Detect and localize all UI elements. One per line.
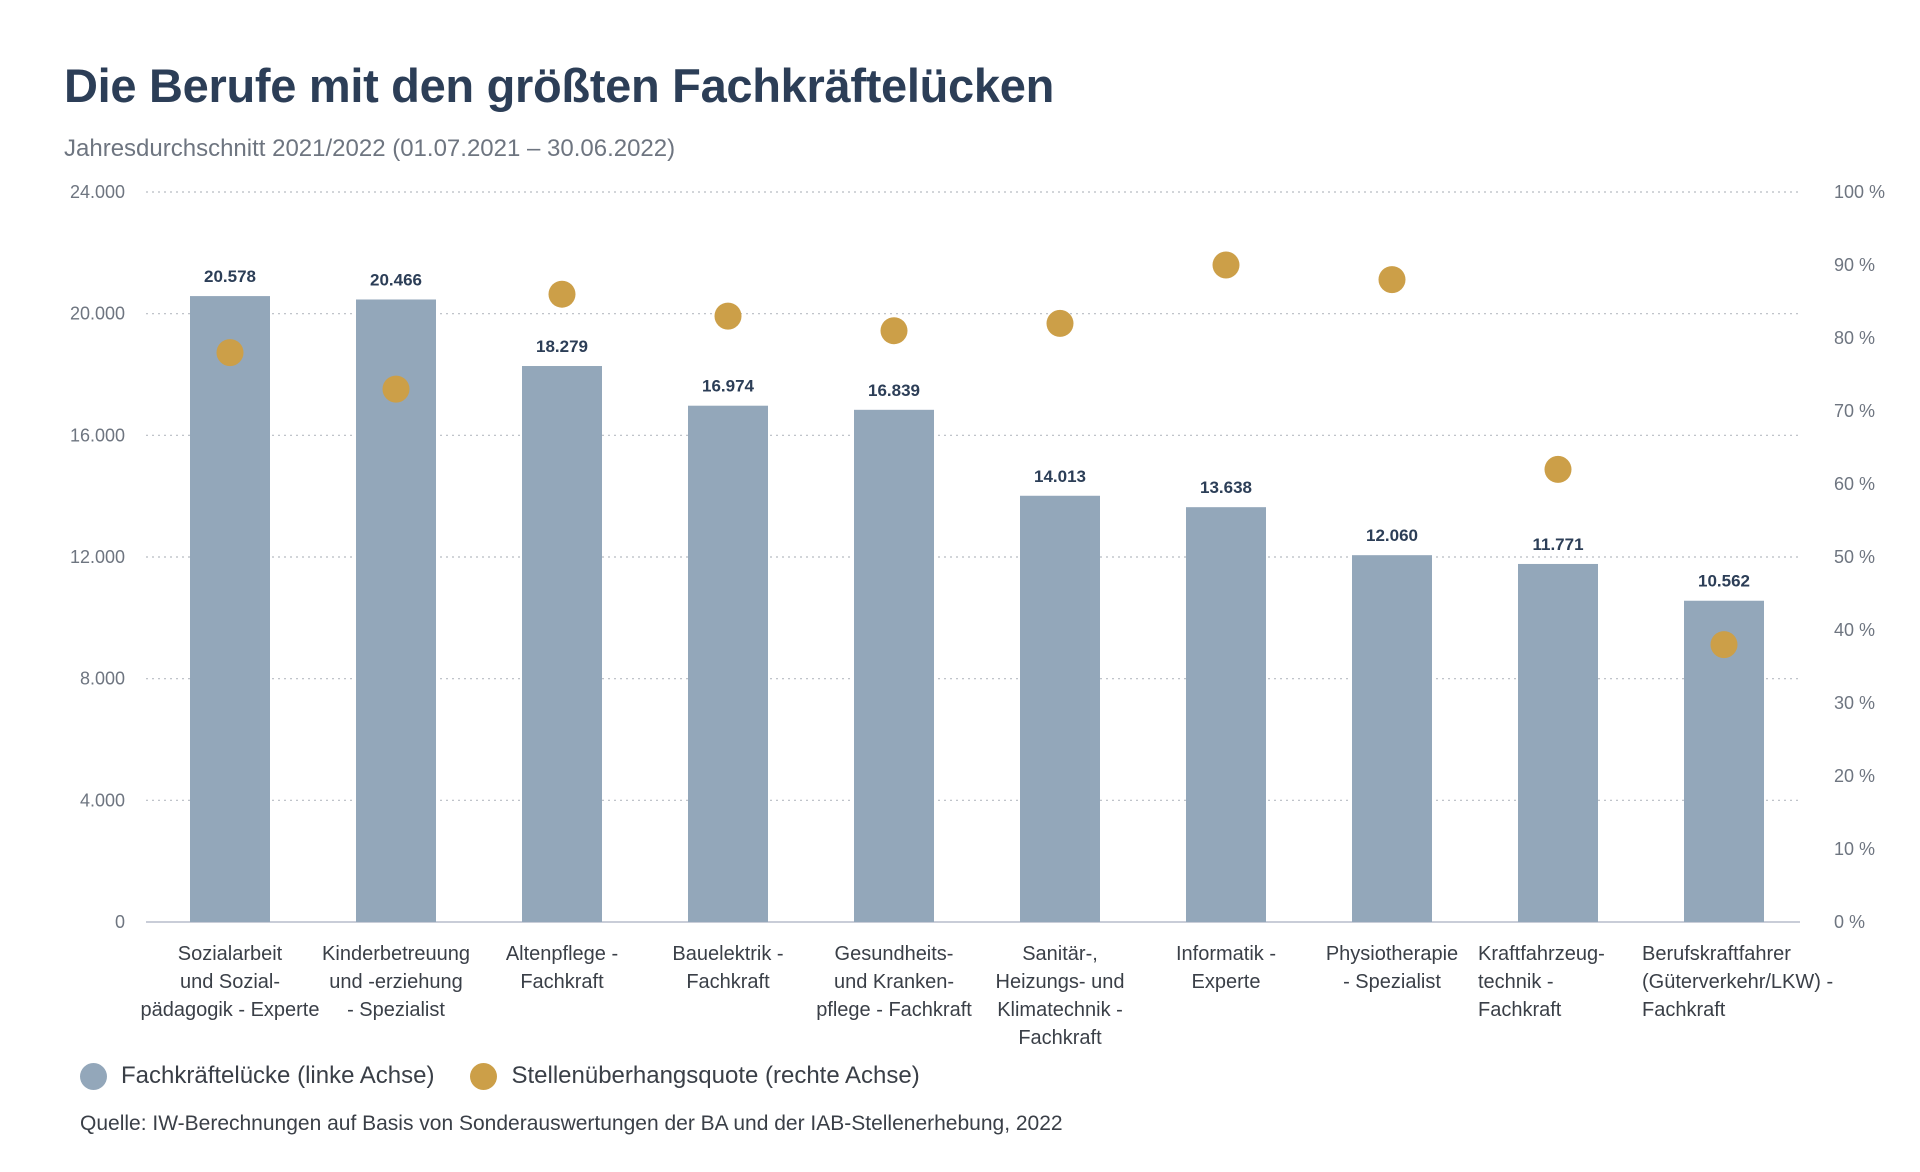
data-label: 12.060 (1366, 526, 1418, 545)
y-tick-left: 4.000 (80, 790, 125, 810)
chart-title: Die Berufe mit den größten Fachkräftelüc… (64, 59, 1054, 112)
legend-swatch-dot (470, 1062, 498, 1090)
scatter-point (216, 339, 244, 367)
y-tick-left: 24.000 (70, 182, 125, 202)
x-tick-label: Kraftfahrzeug-technik -Fachkraft (1478, 943, 1605, 1021)
y-tick-right: 70 % (1834, 401, 1875, 421)
y-tick-right: 100 % (1834, 182, 1885, 202)
data-label: 20.466 (370, 270, 422, 289)
x-tick-label: Physiotherapie - Spezialist (1326, 943, 1458, 993)
data-label: 20.578 (204, 267, 256, 286)
bar (1352, 555, 1432, 922)
legend-swatch-bar (80, 1062, 107, 1090)
x-tick-label: Kinderbetreuung und -erziehung - Spezialis… (322, 943, 470, 1021)
data-label: 13.638 (1200, 478, 1252, 497)
scatter-point (1046, 309, 1074, 337)
y-tick-right: 90 % (1834, 255, 1875, 275)
scatter-point (1378, 266, 1406, 294)
y-tick-left: 0 (115, 912, 125, 932)
x-tick-label: Informatik -Experte (1176, 943, 1276, 993)
y-tick-right: 80 % (1834, 328, 1875, 348)
data-label: 18.279 (536, 337, 588, 356)
data-label: 16.974 (702, 377, 755, 396)
y-tick-right: 60 % (1834, 474, 1875, 494)
x-tick-label: Sozialarbeit und Sozial-pädagogik - Exper… (140, 943, 319, 1021)
bar (1186, 507, 1266, 922)
y-tick-right: 0 % (1834, 912, 1865, 932)
bar (1518, 563, 1598, 922)
data-label: 14.013 (1034, 467, 1086, 486)
scatter-point (880, 317, 908, 345)
bar (854, 409, 934, 923)
data-label: 11.771 (1532, 535, 1583, 554)
legend: Fachkräftelücke (linke Achse) Stellenübe… (80, 1062, 956, 1090)
legend-item-dot: Stellenüberhangsquote (rechte Achse) (470, 1062, 920, 1090)
legend-label-bar: Fachkräftelücke (linke Achse) (121, 1062, 435, 1089)
bar (356, 299, 436, 922)
y-tick-right: 10 % (1834, 839, 1875, 859)
y-tick-left: 16.000 (70, 425, 125, 445)
x-tick-label: Bauelektrik -Fachkraft (672, 943, 783, 993)
scatter-point (382, 375, 410, 403)
data-label: 16.839 (868, 381, 920, 400)
y-tick-right: 40 % (1834, 620, 1875, 640)
chart-subtitle: Jahresdurchschnitt 2021/2022 (01.07.2021… (64, 135, 676, 162)
y-tick-right: 30 % (1834, 693, 1875, 713)
y-tick-left: 20.000 (70, 304, 125, 324)
y-tick-right: 20 % (1834, 766, 1875, 786)
x-tick-label: Sanitär-, Heizungs- und Klimatechnik -Fach… (996, 943, 1125, 1049)
scatter-point (1212, 251, 1240, 279)
x-tick-label: Altenpflege -Fachkraft (506, 943, 618, 993)
bar (688, 405, 768, 922)
legend-label-dot: Stellenüberhangsquote (rechte Achse) (511, 1062, 920, 1089)
data-label: 10.562 (1698, 572, 1750, 591)
y-tick-left: 12.000 (70, 547, 125, 567)
bar (1020, 495, 1100, 922)
bar-chart: 0 4.000 8.000 12.000 16.000 20.000 24.000 0 % 10… (70, 182, 1885, 1049)
source-note: Quelle: IW-Berechnungen auf Basis von So… (80, 1112, 1063, 1135)
bar (522, 366, 602, 922)
x-tick-label: Berufskraftfahrer (Güterverkehr/LKW) -Fac… (1642, 943, 1833, 1021)
scatter-point (1710, 631, 1738, 659)
y-tick-right: 50 % (1834, 547, 1875, 567)
scatter-point (714, 302, 742, 330)
legend-item-bar: Fachkräftelücke (linke Achse) (80, 1062, 434, 1090)
bar (190, 296, 270, 923)
scatter-point (548, 280, 576, 308)
x-tick-label: Gesundheits-und Kranken-pflege - Fachkra… (816, 943, 972, 1021)
y-tick-left: 8.000 (80, 669, 125, 689)
scatter-point (1544, 455, 1572, 483)
